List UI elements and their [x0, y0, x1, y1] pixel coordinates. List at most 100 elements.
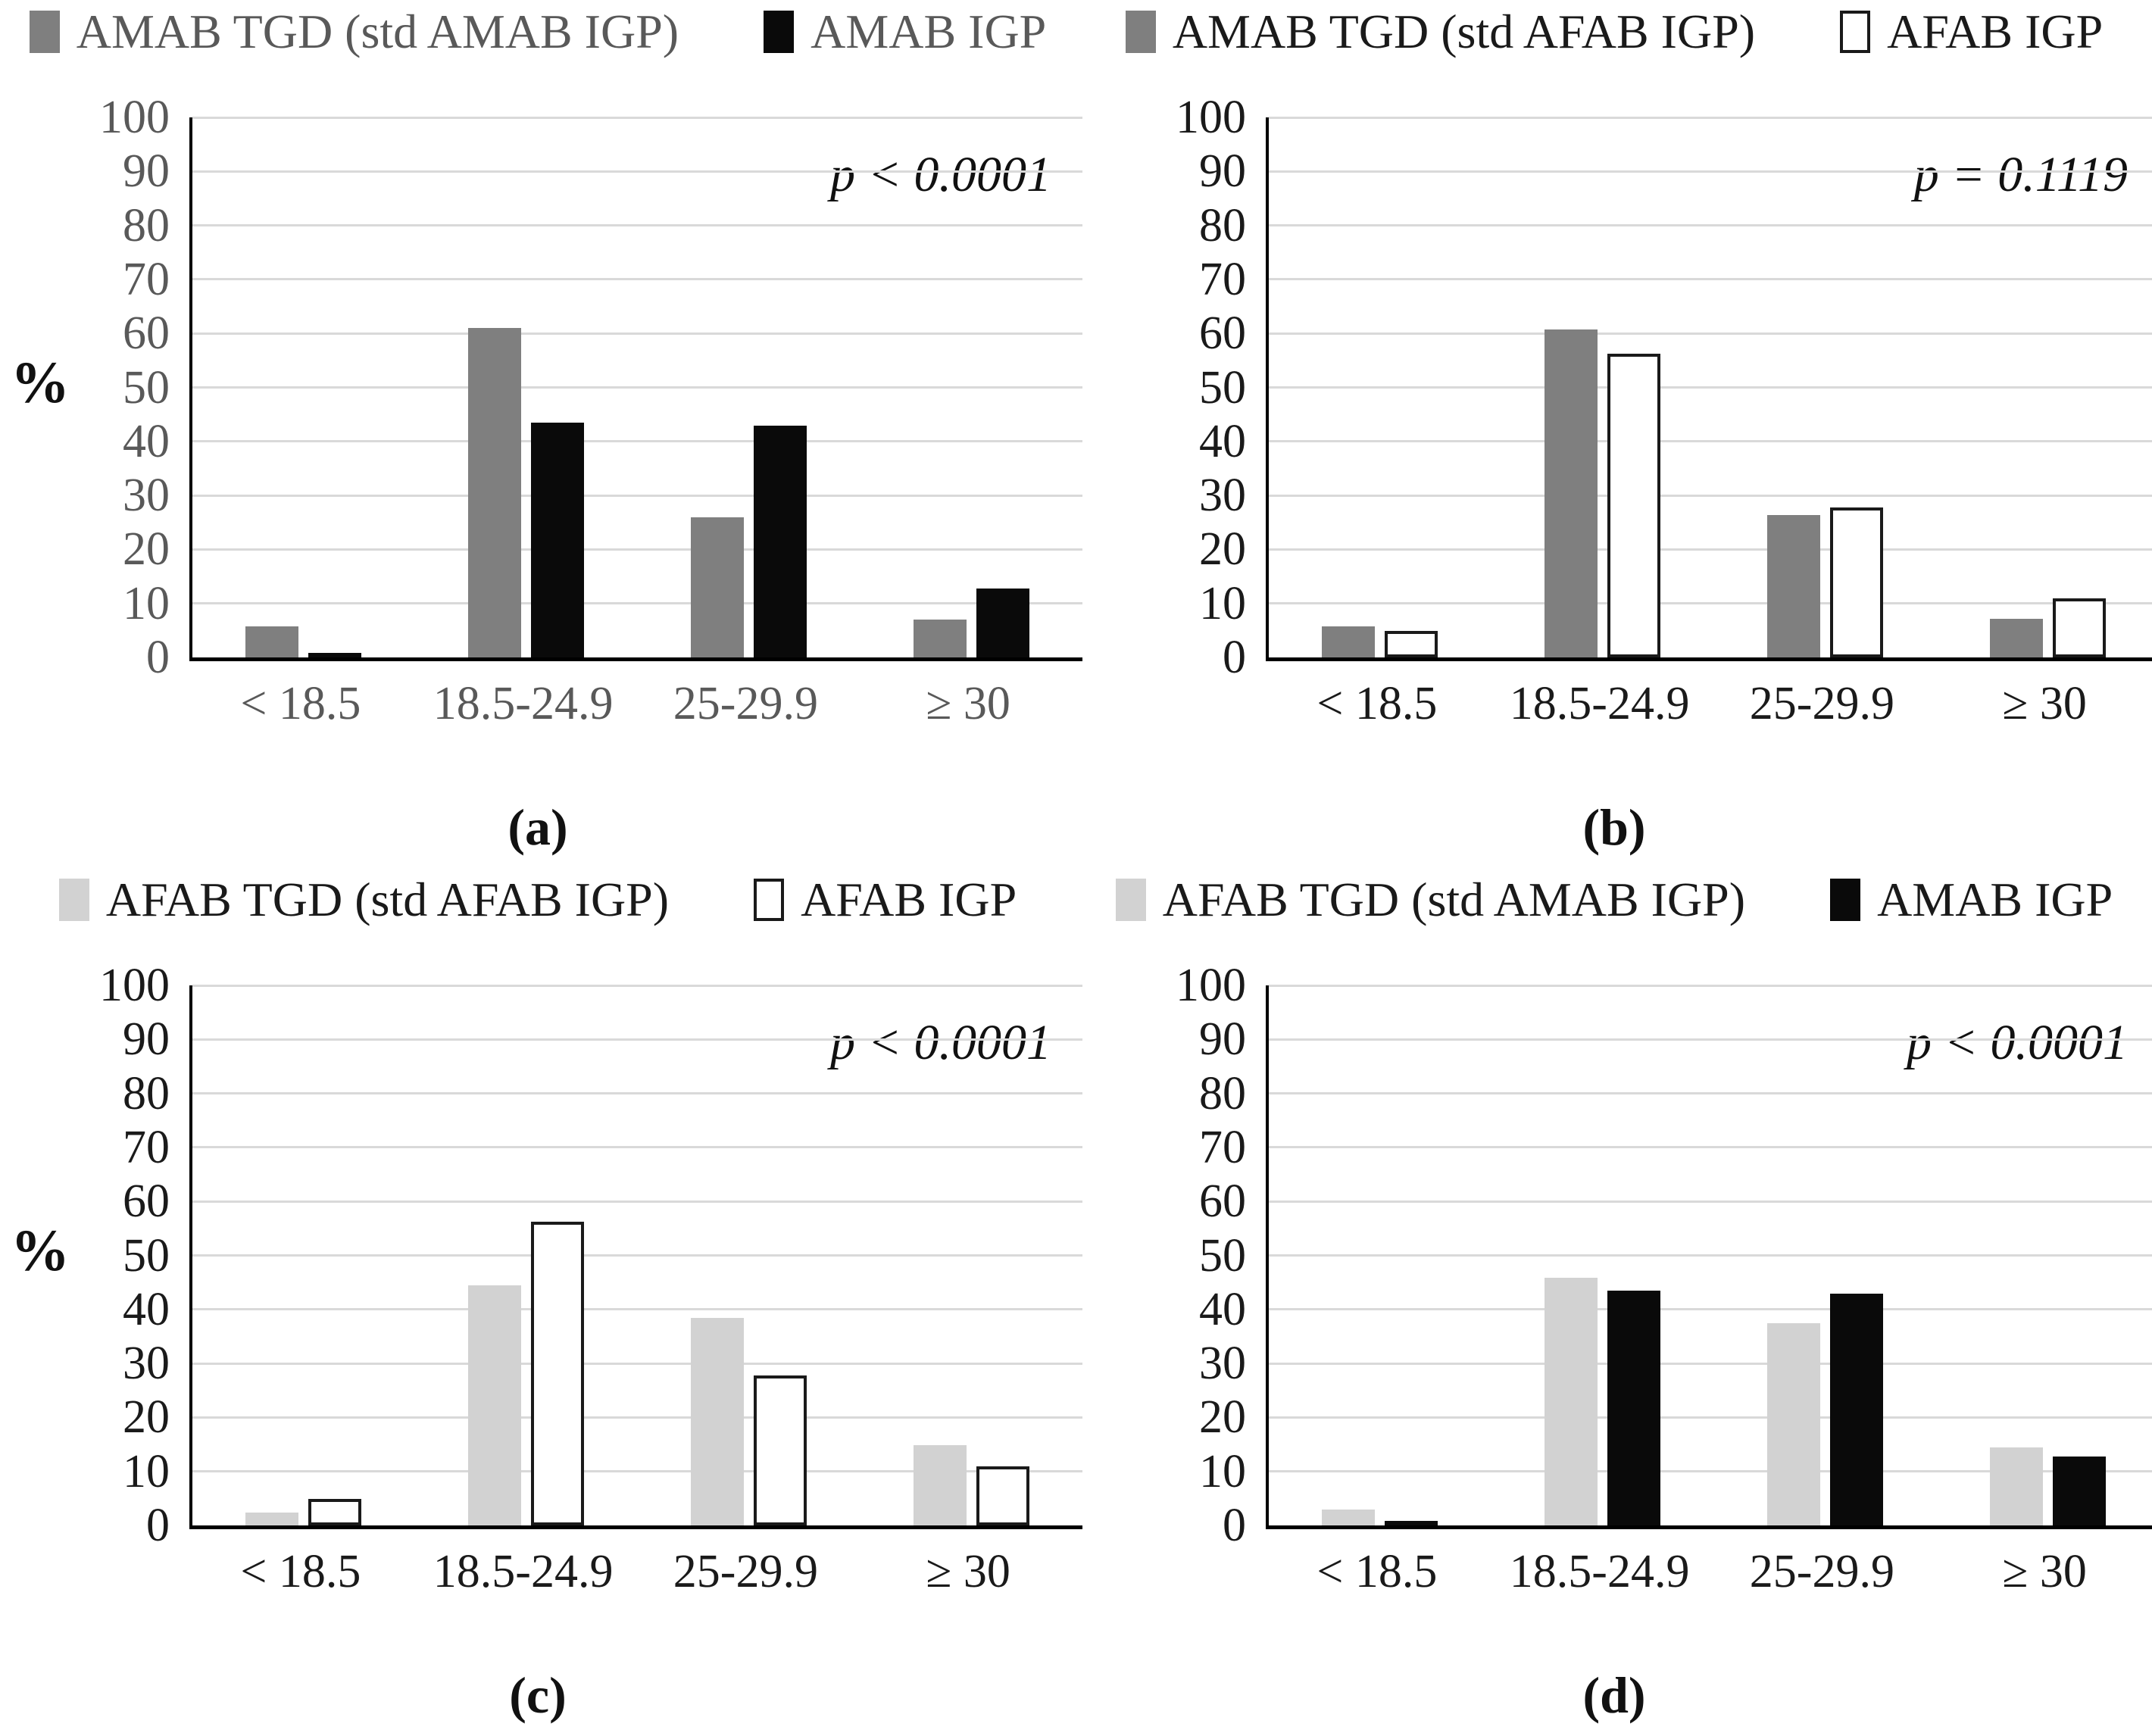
y-tick-label: 50: [1199, 361, 1246, 414]
x-category-label: < 18.5: [1316, 678, 1438, 729]
y-tick-label: 50: [1199, 1229, 1246, 1282]
legend-label-tgd: AMAB TGD (std AFAB IGP): [1172, 5, 1756, 58]
y-tick-label: 80: [123, 1067, 170, 1119]
y-axis-ticks: 0 10 20 30 40 50 60 70 80 90 100: [0, 94, 170, 681]
y-tick-label: 40: [1199, 1283, 1246, 1335]
x-category-label: 25-29.9: [1749, 1546, 1894, 1597]
y-axis-ticks: 0 10 20 30 40 50 60 70 80 90 100: [1076, 94, 1246, 681]
gridline-70: [1269, 1146, 2152, 1149]
x-axis-category-labels: < 18.5 18.5-24.9 25-29.9 ≥ 30: [189, 680, 1079, 741]
bar-series1-cat2: [468, 328, 522, 657]
x-category-label: 18.5-24.9: [1509, 678, 1690, 729]
gridline-100: [192, 984, 1082, 987]
x-axis-category-labels: < 18.5 18.5-24.9 25-29.9 ≥ 30: [1266, 1548, 2152, 1609]
y-tick-label: 10: [123, 1445, 170, 1497]
bar-series1-cat2: [468, 1285, 522, 1525]
y-tick-label: 30: [123, 1338, 170, 1390]
bar-series1-cat1: [1322, 1510, 1376, 1525]
y-tick-label: 90: [123, 145, 170, 198]
legend-swatch-tgd: [1125, 11, 1156, 53]
x-category-label: < 18.5: [1316, 1546, 1438, 1597]
y-tick-label: 20: [1199, 523, 1246, 576]
bar-series2-cat1: [308, 1499, 362, 1525]
gridline-20: [192, 548, 1082, 551]
bar-series2-cat1: [1385, 1520, 1438, 1525]
panel-letter: (d): [1582, 1666, 1646, 1724]
legend-swatch-tgd: [1115, 879, 1146, 921]
gridline-40: [1269, 440, 2152, 443]
gridline-60: [1269, 332, 2152, 335]
gridline-40: [192, 440, 1082, 443]
y-tick-label: 70: [123, 1121, 170, 1173]
y-tick-label: 90: [123, 1013, 170, 1066]
x-axis-category-labels: < 18.5 18.5-24.9 25-29.9 ≥ 30: [189, 1548, 1079, 1609]
bar-series1-cat2: [1545, 1277, 1598, 1525]
y-tick-label: 40: [1199, 415, 1246, 467]
y-tick-label: 20: [123, 1391, 170, 1444]
x-category-label: ≥ 30: [2002, 1546, 2087, 1597]
y-tick-label: 90: [1199, 1013, 1246, 1066]
y-axis-ticks: 0 10 20 30 40 50 60 70 80 90 100: [0, 962, 170, 1549]
x-category-label: 18.5-24.9: [1509, 1546, 1690, 1597]
y-axis-ticks: 0 10 20 30 40 50 60 70 80 90 100: [1076, 962, 1246, 1549]
y-tick-label: 10: [1199, 577, 1246, 629]
legend-swatch-igp: [1840, 11, 1871, 53]
legend-swatch-igp: [754, 879, 785, 921]
legend: AFAB TGD (std AFAB IGP) AFAB IGP: [0, 876, 1076, 924]
y-tick-label: 40: [123, 415, 170, 467]
gridline-60: [192, 1200, 1082, 1203]
bar-series1-cat1: [245, 626, 299, 657]
panel-a: AMAB TGD (std AMAB IGP) AMAB IGP p < 0.0…: [0, 0, 1082, 868]
gridline-50: [192, 386, 1082, 389]
gridline-90: [1269, 1038, 2152, 1041]
gridline-90: [192, 170, 1082, 173]
gridline-20: [1269, 1416, 2152, 1419]
gridline-30: [1269, 1362, 2152, 1365]
x-category-label: 18.5-24.9: [433, 678, 614, 729]
x-category-label: 25-29.9: [673, 678, 818, 729]
legend-swatch-igp: [764, 11, 795, 53]
gridline-20: [192, 1416, 1082, 1419]
p-value-annotation: p < 0.0001: [829, 147, 1051, 202]
legend-label-igp: AMAB IGP: [1877, 873, 2113, 926]
panel-letter: (b): [1582, 798, 1646, 856]
y-tick-label: 10: [1199, 1445, 1246, 1497]
y-axis-unit-label: %: [11, 349, 70, 415]
bar-series2-cat1: [1385, 631, 1438, 657]
plot-area: [189, 116, 1082, 661]
bar-series2-cat4: [2052, 598, 2106, 657]
y-tick-label: 20: [1199, 1391, 1246, 1444]
y-tick-label: 60: [123, 1176, 170, 1228]
legend-item-tgd: AFAB TGD (std AFAB IGP): [58, 876, 669, 924]
y-tick-label: 50: [123, 1229, 170, 1282]
y-axis-unit-label: %: [11, 1217, 70, 1283]
bar-series1-cat4: [1989, 618, 2043, 657]
bar-series2-cat2: [1607, 1290, 1661, 1525]
panel-letter: (a): [508, 798, 568, 856]
y-tick-label: 70: [123, 253, 170, 305]
legend-swatch-tgd: [58, 879, 89, 921]
gridline-100: [1269, 984, 2152, 987]
y-tick-label: 20: [123, 523, 170, 576]
gridline-40: [1269, 1308, 2152, 1311]
gridline-60: [192, 332, 1082, 335]
y-tick-label: 0: [1223, 632, 1246, 683]
panel-d: AFAB TGD (std AMAB IGP) AMAB IGP p < 0.0…: [1076, 868, 2152, 1736]
legend-item-igp: AFAB IGP: [754, 876, 1017, 924]
panel-letter: (c): [509, 1666, 567, 1724]
x-category-label: 18.5-24.9: [433, 1546, 614, 1597]
bar-series1-cat4: [913, 620, 967, 657]
x-category-label: ≥ 30: [926, 1546, 1010, 1597]
legend-item-igp: AFAB IGP: [1840, 8, 2103, 56]
bar-series1-cat1: [245, 1512, 299, 1525]
panel-c: AFAB TGD (std AFAB IGP) AFAB IGP p < 0.0…: [0, 868, 1082, 1736]
bar-series2-cat4: [2052, 1457, 2106, 1525]
y-tick-label: 30: [123, 470, 170, 522]
gridline-100: [1269, 116, 2152, 119]
y-tick-label: 100: [99, 960, 170, 1011]
gridline-20: [1269, 548, 2152, 551]
legend: AFAB TGD (std AMAB IGP) AMAB IGP: [1076, 876, 2152, 924]
gridline-30: [192, 1362, 1082, 1365]
gridline-100: [192, 116, 1082, 119]
legend-item-igp: AMAB IGP: [1830, 876, 2113, 924]
